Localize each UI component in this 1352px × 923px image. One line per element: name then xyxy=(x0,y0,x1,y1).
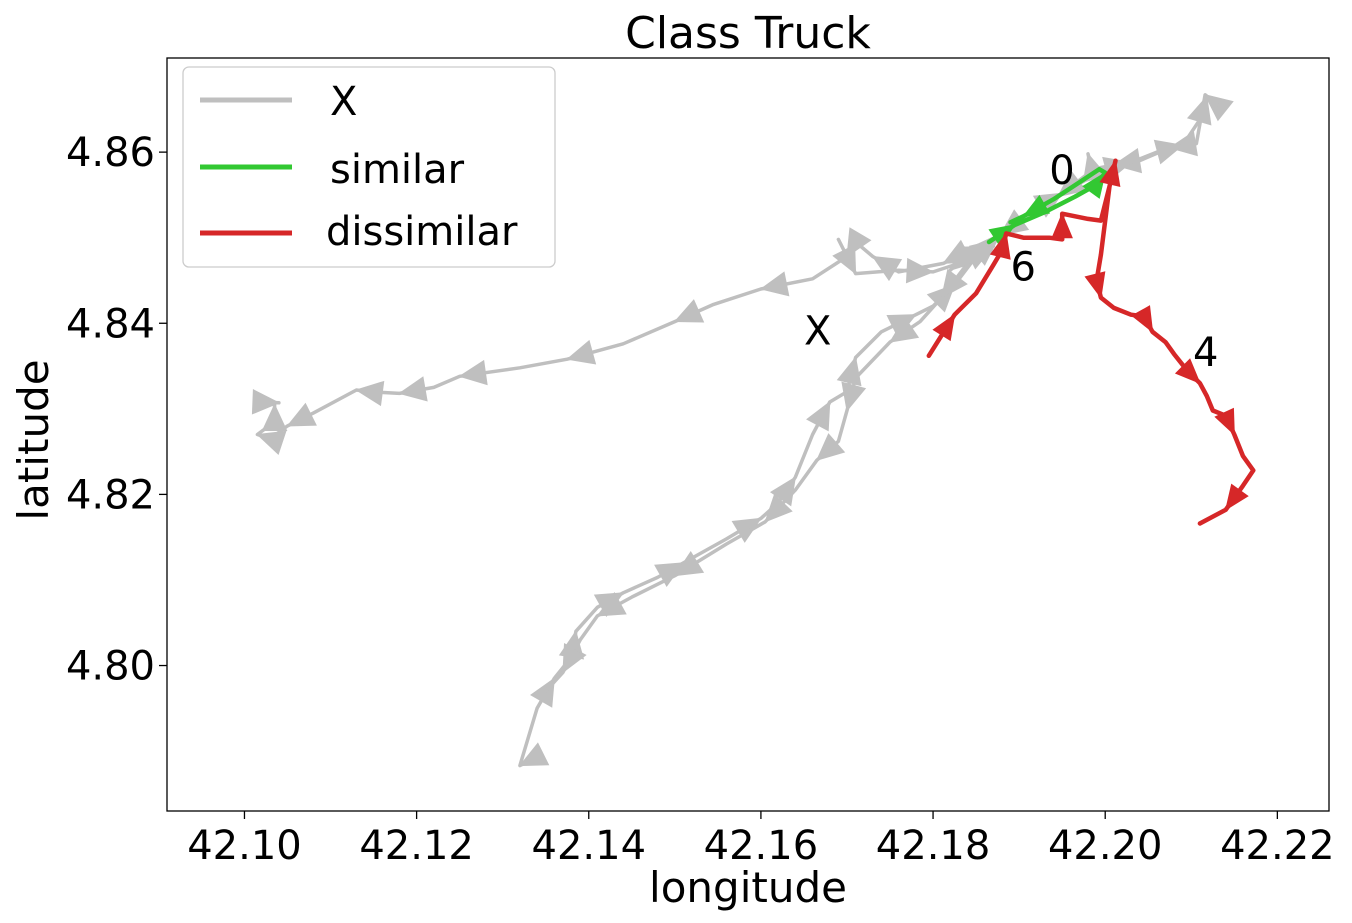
trajectory-annotation: 6 xyxy=(1011,244,1036,290)
trajectory-X-arrow xyxy=(871,255,903,282)
trajectory-X-arrow xyxy=(398,376,428,402)
trajectory-similar-arrow xyxy=(1082,171,1106,199)
trajectory-dissimilar-arrow xyxy=(1131,305,1154,333)
legend-label-dissimilar: dissimilar xyxy=(326,209,518,255)
y-tick-label: 4.80 xyxy=(66,644,155,690)
trajectory-annotation: X xyxy=(804,309,831,355)
trajectory-X-arrow xyxy=(562,642,587,674)
trajectory-dissimilar-arrow xyxy=(1224,483,1249,511)
trajectory-X-arrow xyxy=(905,257,935,284)
trajectory-X-arrow xyxy=(673,550,705,577)
trajectory-X-arrow xyxy=(1153,139,1184,165)
x-tick-label: 42.16 xyxy=(704,823,819,869)
trajectory-X-arrow xyxy=(1186,95,1212,126)
trajectory-X-arrow xyxy=(841,381,867,412)
trajectory-dissimilar-arrow xyxy=(989,232,1011,260)
x-tick-label: 42.22 xyxy=(1220,823,1335,869)
y-tick-label: 4.82 xyxy=(66,472,155,518)
x-tick-label: 42.20 xyxy=(1048,823,1163,869)
y-axis-label: latitude xyxy=(9,359,58,520)
trajectory-X-arrow xyxy=(256,430,287,455)
trajectory-X-arrow xyxy=(518,742,550,767)
trajectory-dissimilar-arrow xyxy=(1214,407,1235,436)
trajectory-X-arrow xyxy=(355,380,385,407)
trajectory-X-arrow xyxy=(673,299,705,323)
legend-label-similar: similar xyxy=(330,147,465,193)
plot-area-frame xyxy=(166,57,1330,812)
trajectory-X-arrow xyxy=(759,271,790,297)
chart-title: Class Truck xyxy=(625,8,871,59)
trajectory-annotations: 0 6 4 X xyxy=(804,148,1219,376)
trajectory-X-arrow xyxy=(940,268,968,299)
trajectory-X-arrow xyxy=(286,402,317,427)
trajectory-similar-arrow xyxy=(1022,194,1051,217)
trajectory-X-arrow xyxy=(261,403,288,432)
trajectory-X-arrow xyxy=(815,433,846,461)
trajectory-X-arrow xyxy=(949,243,979,272)
legend: X similar dissimilar xyxy=(182,66,556,268)
trajectory-dissimilar-arrow xyxy=(1084,271,1106,299)
trajectory-X-line xyxy=(518,94,1220,768)
y-axis-ticks: 4.80 4.82 4.84 4.86 xyxy=(66,130,167,690)
x-axis-ticks: 42.10 42.12 42.14 42.16 42.18 42.20 42.22 xyxy=(187,811,1335,869)
trajectory-X-arrow xyxy=(832,244,857,275)
trajectory-X-arrow xyxy=(806,400,831,432)
x-tick-label: 42.12 xyxy=(359,823,474,869)
trajectory-X-arrow xyxy=(458,359,488,386)
y-tick-label: 4.86 xyxy=(66,130,155,176)
trajectory-dissimilar-arrow xyxy=(932,313,956,342)
trajectory-X-arrow xyxy=(530,677,555,708)
trajectory-lines xyxy=(251,93,1256,768)
trajectory-dissimilar-arrow xyxy=(1051,212,1073,239)
trajectory-X-arrow xyxy=(764,493,793,523)
trajectory-X-arrow xyxy=(251,389,281,415)
trajectory-annotation: 4 xyxy=(1193,330,1218,376)
trajectory-annotation: 0 xyxy=(1049,148,1074,194)
trajectory-dissimilar-arrow xyxy=(1174,358,1201,385)
trajectory-X-arrow xyxy=(889,316,920,343)
legend-box xyxy=(182,66,556,268)
trajectory-X-arrow xyxy=(566,339,597,365)
trajectory-X-arrow xyxy=(596,591,627,617)
y-tick-label: 4.84 xyxy=(66,301,155,347)
x-tick-label: 42.14 xyxy=(532,823,647,869)
x-tick-label: 42.10 xyxy=(187,823,302,869)
x-axis-label: longitude xyxy=(649,863,847,912)
trajectory-dissimilar-arrow xyxy=(1099,159,1121,187)
legend-label-x: X xyxy=(330,79,357,125)
x-tick-label: 42.18 xyxy=(876,823,991,869)
trajectory-X-arrow xyxy=(836,356,862,387)
